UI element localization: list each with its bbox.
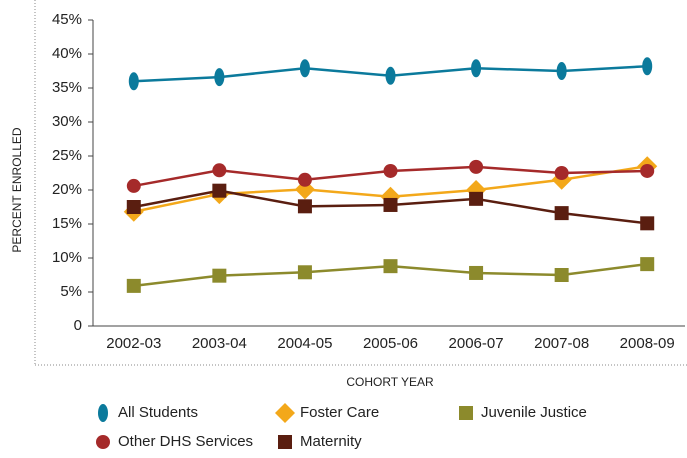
data-point: [126, 200, 141, 214]
data-point: [385, 66, 396, 85]
data-point: [297, 172, 312, 187]
y-tick-label: 10%: [52, 249, 82, 266]
legend-marker: [275, 403, 295, 423]
data-point: [554, 206, 569, 221]
y-tick-label: 5%: [60, 283, 82, 300]
data-point: [469, 265, 484, 280]
legend-label: Foster Care: [300, 404, 379, 421]
legend-marker: [459, 406, 473, 420]
y-axis-title: PERCENT ENROLLED: [10, 127, 24, 252]
data-point: [212, 183, 227, 198]
data-point: [126, 278, 141, 293]
y-tick-label: 25%: [52, 147, 82, 164]
legend-label: Juvenile Justice: [481, 404, 587, 421]
x-axis-title: COHORT YEAR: [346, 375, 434, 389]
x-tick-label: 2004-05: [277, 335, 332, 352]
y-tick-label: 15%: [52, 215, 82, 232]
data-point: [383, 197, 398, 212]
data-point: [212, 268, 227, 283]
data-point: [640, 216, 655, 231]
x-tick-label: 2003-04: [192, 335, 247, 352]
legend-label: Maternity: [300, 433, 362, 450]
data-point: [212, 163, 227, 178]
legend-marker: [278, 435, 292, 449]
data-point: [383, 163, 398, 178]
x-tick-label: 2006-07: [449, 335, 504, 352]
data-point: [469, 191, 484, 206]
x-tick-label: 2008-09: [620, 335, 675, 352]
y-tick-label: 30%: [52, 113, 82, 130]
data-point: [214, 68, 225, 87]
data-point: [642, 57, 653, 76]
y-tick-label: 40%: [52, 45, 82, 62]
legend-marker: [96, 435, 110, 449]
legend-label: All Students: [118, 404, 198, 421]
x-tick-label: 2005-06: [363, 335, 418, 352]
x-tick-label: 2002-03: [106, 335, 161, 352]
data-point: [383, 259, 398, 274]
data-point: [640, 257, 655, 272]
data-point: [299, 59, 310, 78]
y-tick-label: 20%: [52, 181, 82, 198]
data-point: [297, 265, 312, 280]
data-point: [554, 268, 569, 282]
data-point: [128, 72, 139, 91]
data-point: [297, 199, 312, 214]
data-point: [126, 178, 141, 193]
data-point: [471, 59, 482, 78]
y-tick-label: 0: [74, 317, 82, 334]
data-point: [556, 62, 567, 80]
x-tick-label: 2007-08: [534, 335, 589, 352]
data-point: [554, 166, 569, 180]
data-point: [640, 163, 655, 178]
data-point: [469, 159, 484, 174]
y-tick-label: 45%: [52, 11, 82, 28]
y-tick-label: 35%: [52, 79, 82, 96]
legend-label: Other DHS Services: [118, 433, 253, 450]
legend-marker: [98, 404, 108, 422]
